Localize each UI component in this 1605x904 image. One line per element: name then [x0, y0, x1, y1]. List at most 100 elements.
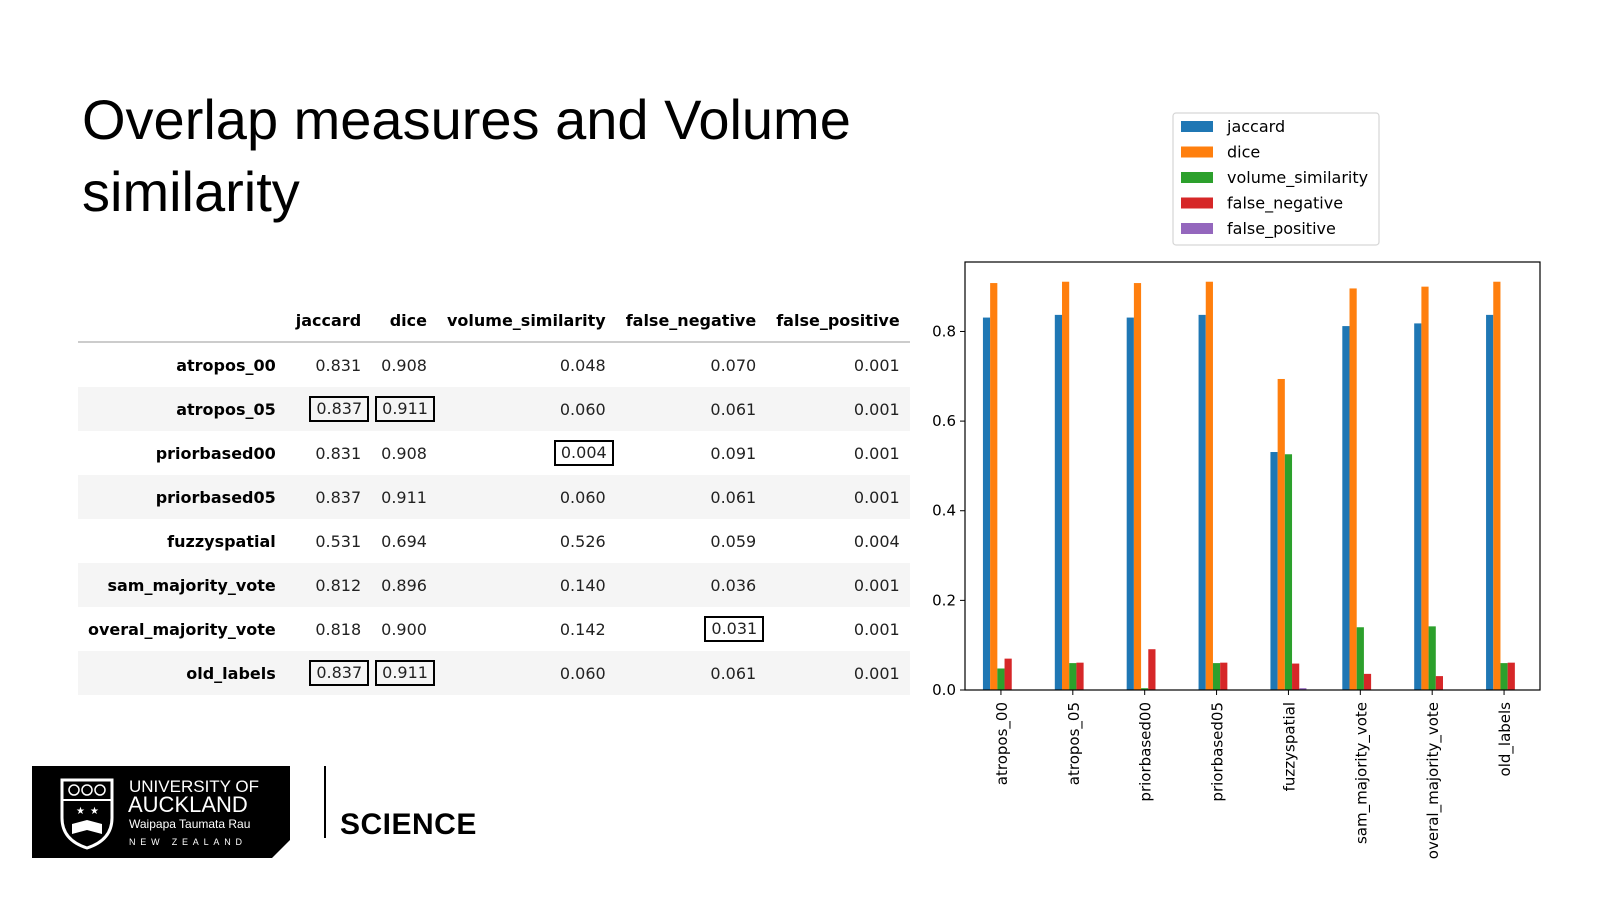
metrics-table: jaccard dice volume_similarity false_negati… [78, 300, 910, 695]
bar-jaccard [982, 317, 991, 690]
bar-jaccard [1414, 323, 1422, 690]
table-cell: 0.831 [286, 431, 371, 475]
cell-value: 0.059 [710, 531, 757, 551]
table-cell: 0.061 [615, 475, 767, 519]
bar-dice [1133, 283, 1142, 690]
bar-dice [990, 283, 998, 690]
bar-false-negative [1148, 649, 1156, 690]
highlighted-value: 0.911 [375, 396, 435, 422]
bar-false-negative [1363, 673, 1372, 690]
bar-dice [1205, 281, 1213, 690]
bar-volume-similarity [1356, 627, 1364, 690]
legend-label: false_negative [1227, 194, 1343, 214]
legend-swatch-jaccard [1181, 121, 1213, 132]
cell-value: 0.060 [559, 663, 606, 683]
legend-swatch-volume-similarity [1181, 172, 1213, 183]
table-cell: 0.911 [371, 387, 437, 431]
bar-false-negative [1220, 662, 1228, 690]
table-cell: 0.091 [616, 431, 767, 475]
table-cell: 0.004 [766, 519, 909, 563]
row-label: priorbased05 [78, 475, 286, 519]
x-tick-label: sam_majority_vote [1352, 702, 1371, 844]
bar-volume-similarity [1141, 688, 1149, 690]
bar-volume-similarity [1212, 663, 1221, 690]
bar-false-positive [1299, 688, 1307, 690]
legend-box [1172, 112, 1380, 246]
cell-value: 0.831 [315, 355, 362, 375]
bar-false-negative [1435, 676, 1443, 690]
x-tick-label: fuzzyspatial [1280, 702, 1298, 791]
table-cell: 0.911 [371, 651, 437, 695]
cell-value: 0.061 [710, 663, 757, 683]
cell-value: 0.818 [315, 619, 362, 639]
logo-line-3: Waipapa Taumata Rau [129, 817, 250, 831]
x-tick-label: atropos_05 [1065, 702, 1084, 785]
bar-jaccard [1126, 317, 1134, 690]
row-label: sam_majority_vote [78, 563, 286, 607]
table-cell: 0.001 [766, 342, 909, 387]
y-tick-label: 0.0 [932, 681, 956, 699]
table-header-row: jaccard dice volume_similarity false_negati… [78, 300, 910, 343]
legend-label: volume_similarity [1227, 168, 1368, 188]
x-tick-label: overal_majority_vote [1424, 702, 1443, 859]
highlighted-value: 0.837 [309, 660, 370, 686]
column-header-false-negative: false_negative [615, 300, 767, 343]
bar-volume-similarity [1500, 663, 1508, 690]
cell-value: 0.001 [853, 355, 900, 375]
table-cell: 0.831 [286, 342, 371, 387]
row-label: overal_majority_vote [88, 619, 276, 639]
bar-jaccard [1342, 326, 1350, 690]
cell-value: 0.091 [710, 443, 757, 463]
table-row: old_labels 0.837 0.911 0.060 0.061 0.001 [78, 651, 910, 695]
table-cell: 0.818 [286, 607, 371, 651]
cell-value: 0.001 [853, 619, 900, 639]
table-cell: 0.001 [766, 475, 910, 519]
table-cell: 0.059 [616, 519, 767, 563]
table-row: atropos_00 0.831 0.908 0.048 0.070 0.001 [78, 342, 910, 387]
y-tick-label: 0.2 [932, 591, 956, 609]
x-tick-label: priorbased00 [1137, 702, 1155, 802]
bar-false-negative [1507, 662, 1515, 690]
logo-line-2: AUCKLAND [128, 792, 248, 817]
table-body: atropos_00 0.831 0.908 0.048 0.070 0.001 atrop… [78, 342, 910, 695]
cell-value: 0.911 [381, 487, 427, 507]
highlighted-value: 0.004 [553, 440, 614, 466]
table-cell: 0.142 [437, 607, 616, 651]
y-tick-label: 0.6 [932, 412, 956, 430]
table-cell: 0.001 [766, 607, 909, 651]
table-cell: 0.526 [437, 519, 616, 563]
table-cell: 0.908 [371, 431, 437, 475]
row-label: priorbased00 [155, 443, 276, 463]
table-cell: 0.908 [371, 342, 437, 387]
cell-value: 0.831 [315, 443, 362, 463]
table-cell: 0.060 [436, 387, 616, 431]
legend-swatch-dice [1181, 146, 1213, 158]
svg-text:★: ★ [76, 806, 85, 817]
table-cell: 0.837 [285, 475, 372, 519]
footer-divider [324, 766, 326, 838]
table-cell: 0.001 [766, 563, 910, 607]
cell-value: 0.142 [559, 619, 606, 639]
bar-volume-similarity [1284, 454, 1293, 690]
y-tick-label: 0.8 [932, 322, 956, 340]
cell-value: 0.526 [559, 531, 606, 551]
row-label: atropos_00 [176, 355, 276, 375]
table-row: priorbased00 0.831 0.908 0.004 0.091 0.001 [78, 431, 910, 475]
table-cell: 0.061 [615, 387, 767, 431]
bar-dice [1493, 281, 1501, 690]
bar-volume-similarity [1428, 626, 1436, 690]
cell-value: 0.060 [559, 487, 606, 507]
table-cell: 0.896 [371, 563, 437, 607]
x-tick-label: old_labels [1496, 702, 1515, 777]
table-cell: 0.001 [766, 431, 909, 475]
bar-volume-similarity [1069, 663, 1077, 690]
column-header-false-positive: false_positive [766, 300, 910, 343]
legend-swatch-false-positive [1181, 223, 1213, 234]
bar-jaccard [1270, 452, 1278, 690]
cell-value: 0.060 [559, 399, 606, 419]
cell-value: 0.837 [315, 487, 362, 507]
column-header-dice: dice [371, 300, 437, 343]
cell-value: 0.061 [710, 399, 757, 419]
plot-frame [964, 261, 1541, 691]
cell-value: 0.036 [710, 575, 757, 595]
